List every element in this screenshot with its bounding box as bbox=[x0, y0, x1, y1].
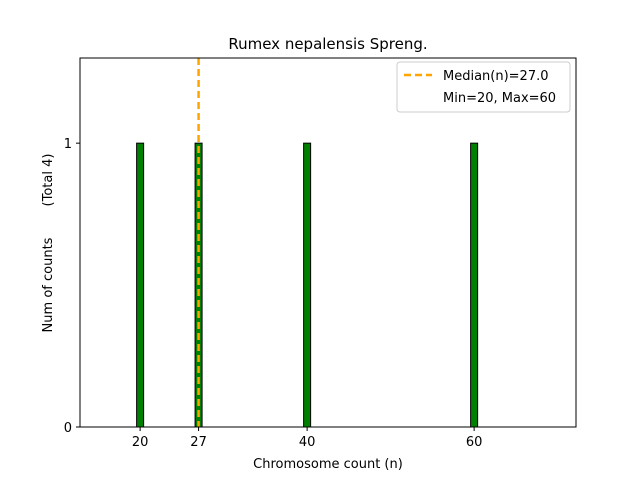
x-axis-label: Chromosome count (n) bbox=[253, 457, 403, 472]
chart-title: Rumex nepalensis Spreng. bbox=[228, 35, 427, 53]
histogram-bar bbox=[136, 142, 145, 428]
x-tick-label: 20 bbox=[132, 435, 149, 450]
legend: Median(n)=27.0 Min=20, Max=60 bbox=[396, 61, 571, 113]
plot-frame bbox=[79, 57, 577, 428]
y-axis-label: Num of counts bbox=[41, 237, 56, 332]
y-axis-ticks: 01 bbox=[64, 137, 80, 436]
histogram-bar bbox=[303, 142, 312, 428]
histogram-bar bbox=[470, 142, 479, 428]
y-axis-total-label: (Total 4) bbox=[41, 154, 56, 207]
x-tick-label: 60 bbox=[466, 435, 483, 450]
legend-range-label: Min=20, Max=60 bbox=[443, 91, 556, 106]
legend-median-label: Median(n)=27.0 bbox=[443, 69, 549, 84]
y-tick-label: 1 bbox=[64, 137, 72, 152]
y-tick-label: 0 bbox=[64, 421, 72, 436]
x-tick-label: 27 bbox=[190, 435, 207, 450]
x-axis-ticks: 20 27 40 60 bbox=[132, 427, 483, 450]
legend-box bbox=[396, 61, 571, 113]
x-tick-label: 40 bbox=[299, 435, 316, 450]
